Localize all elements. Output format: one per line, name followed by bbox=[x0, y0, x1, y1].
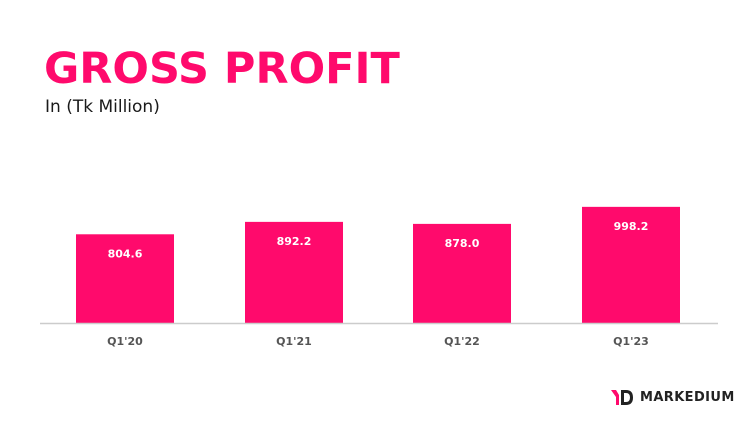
bar-0 bbox=[76, 234, 174, 323]
x-tick-label: Q1'21 bbox=[276, 335, 312, 348]
x-tick-label: Q1'22 bbox=[444, 335, 480, 348]
bar-value-label: 804.6 bbox=[108, 247, 143, 260]
bar-value-label: 878.0 bbox=[445, 237, 480, 250]
x-tick-label: Q1'23 bbox=[613, 335, 649, 348]
bar-value-label: 892.2 bbox=[277, 235, 312, 248]
chart-title: GROSS PROFIT bbox=[44, 44, 400, 94]
brand-logo: MARKEDIUM bbox=[610, 386, 735, 408]
md-logo-icon bbox=[611, 390, 633, 405]
bar-3 bbox=[582, 206, 680, 323]
x-tick-label: Q1'20 bbox=[107, 335, 143, 348]
bar-1 bbox=[245, 221, 343, 323]
bar-value-label: 998.2 bbox=[614, 220, 649, 233]
brand-name: MARKEDIUM bbox=[640, 389, 735, 405]
chart-subtitle: In (Tk Million) bbox=[45, 97, 160, 117]
bar-2 bbox=[413, 223, 511, 323]
